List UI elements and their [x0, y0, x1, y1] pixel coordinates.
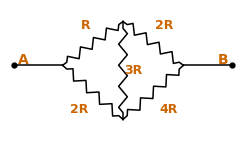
Text: B: B [218, 53, 228, 67]
Text: A: A [18, 53, 28, 67]
Text: R: R [81, 19, 90, 32]
Text: 2R: 2R [155, 19, 174, 32]
Text: 4R: 4R [160, 103, 178, 115]
Text: 3R: 3R [124, 64, 142, 77]
Text: 2R: 2R [70, 103, 88, 115]
